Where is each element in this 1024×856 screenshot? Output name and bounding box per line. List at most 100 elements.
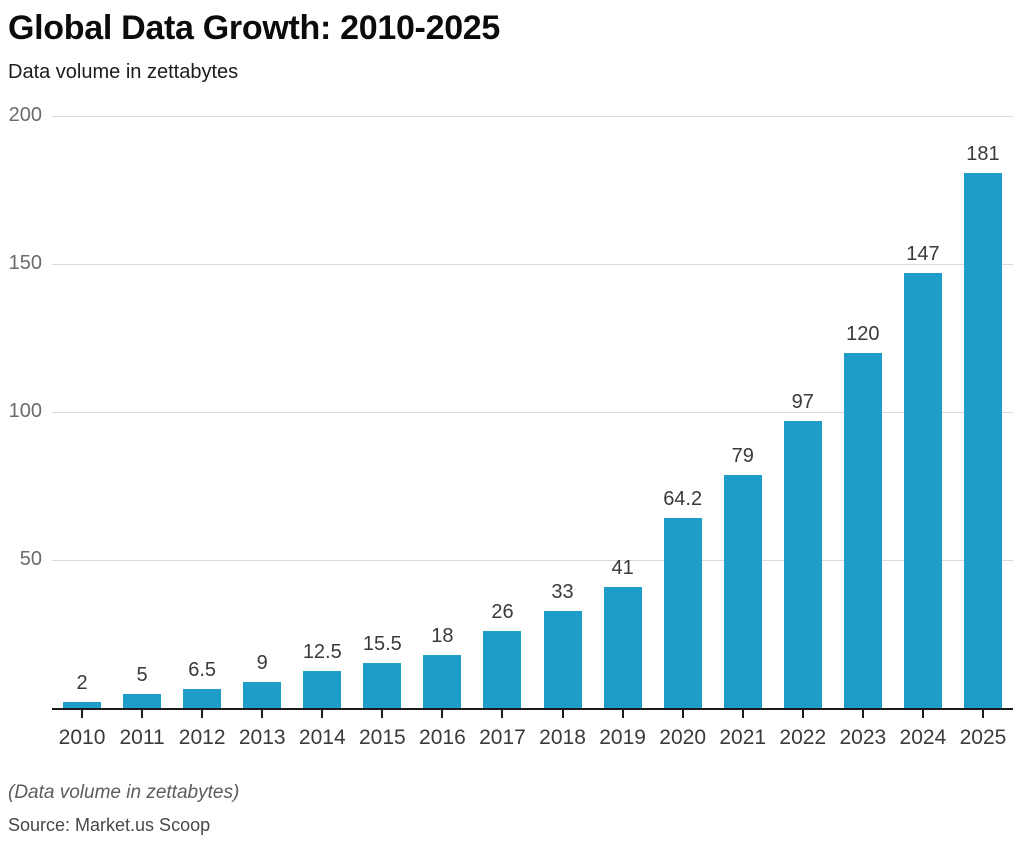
- x-tick-label: 2021: [719, 726, 767, 750]
- gridline-50: [52, 560, 1013, 562]
- x-tick-2012: 2012: [172, 710, 232, 750]
- gridline-150: [52, 264, 1013, 266]
- x-tick-label: 2024: [899, 726, 947, 750]
- x-tick-2023: 2023: [833, 710, 893, 750]
- x-tick-2022: 2022: [773, 710, 833, 750]
- bar-group-2025: 181: [953, 116, 1013, 709]
- gridline-200: [52, 116, 1013, 118]
- bar: [363, 662, 402, 709]
- bar: [963, 172, 1002, 709]
- chart-subtitle: Data volume in zettabytes: [8, 61, 239, 84]
- plot-area: 50 100 150 200 2 5 6.5 9 12.5 15.5 18 26 33 41 64.2 79 9…: [9, 104, 1013, 711]
- bar-group-2011: 5: [112, 116, 172, 709]
- bar-value-label: 12.5: [302, 641, 342, 664]
- x-tick-mark: [621, 710, 624, 719]
- x-tick-label: 2013: [238, 726, 286, 750]
- bar-value-label: 9: [256, 651, 268, 674]
- bar: [243, 681, 282, 709]
- bar-group-2016: 18: [412, 116, 472, 709]
- x-tick-mark: [501, 710, 504, 719]
- bar-group-2022: 97: [773, 116, 833, 709]
- bar-value-label: 147: [906, 243, 940, 266]
- chart-footnote: (Data volume in zettabytes): [8, 782, 240, 804]
- x-tick-2017: 2017: [472, 710, 532, 750]
- y-tick-label-100: 100: [8, 400, 42, 423]
- bar-value-label: 5: [136, 663, 148, 686]
- bar-value-label: 41: [611, 557, 634, 580]
- x-tick-2024: 2024: [893, 710, 953, 750]
- y-tick-label-50: 50: [19, 548, 42, 571]
- bar: [903, 273, 942, 709]
- bar: [63, 702, 102, 709]
- x-tick-mark: [561, 710, 564, 719]
- x-tick-mark: [381, 710, 384, 719]
- bar-group-2017: 26: [472, 116, 532, 709]
- bar-group-2015: 15.5: [352, 116, 412, 709]
- x-tick-label: 2010: [58, 726, 106, 750]
- x-tick-label: 2012: [178, 726, 226, 750]
- x-tick-label: 2022: [779, 726, 827, 750]
- x-tick-mark: [801, 710, 804, 719]
- x-tick-2014: 2014: [292, 710, 352, 750]
- bar-value-label: 120: [846, 323, 880, 346]
- x-tick-2018: 2018: [533, 710, 593, 750]
- bar-value-label: 6.5: [188, 659, 217, 682]
- x-tick-2011: 2011: [112, 710, 172, 750]
- x-tick-label: 2020: [659, 726, 707, 750]
- bar-value-label: 181: [966, 142, 1000, 165]
- bar-value-label: 18: [431, 625, 454, 648]
- bar-value-label: 33: [551, 580, 574, 603]
- bar: [123, 693, 162, 709]
- chart-source: Source: Market.us Scoop: [8, 815, 211, 836]
- x-tick-2015: 2015: [352, 710, 412, 750]
- x-tick-label: 2017: [479, 726, 526, 750]
- x-tick-mark: [681, 710, 684, 719]
- x-tick-label: 2023: [839, 726, 887, 750]
- bar-value-label: 64.2: [663, 488, 703, 511]
- x-tick-2010: 2010: [52, 710, 112, 750]
- bar: [303, 671, 342, 709]
- x-tick-mark: [741, 710, 744, 719]
- chart-title: Global Data Growth: 2010-2025: [8, 9, 501, 47]
- x-tick-2021: 2021: [713, 710, 773, 750]
- bar-group-2014: 12.5: [292, 116, 352, 709]
- x-tick-2019: 2019: [593, 710, 653, 750]
- x-tick-mark: [81, 710, 84, 719]
- x-tick-mark: [261, 710, 264, 719]
- x-tick-label: 2011: [119, 726, 165, 750]
- bar: [483, 631, 522, 709]
- y-tick-label-200: 200: [8, 104, 42, 127]
- bars-layer: 2 5 6.5 9 12.5 15.5 18 26 33 41 64.2 79 97 120 147 181: [52, 116, 1013, 709]
- bar-chart: 50 100 150 200 2 5 6.5 9 12.5 15.5 18 26 33 41 64.2 79 9…: [9, 104, 1013, 750]
- bar-group-2019: 41: [593, 116, 653, 709]
- x-tick-2025: 2025: [953, 710, 1013, 750]
- x-tick-mark: [141, 710, 144, 719]
- x-tick-label: 2019: [599, 726, 646, 750]
- y-tick-label-150: 150: [8, 252, 42, 275]
- bar-group-2023: 120: [833, 116, 893, 709]
- bar-group-2021: 79: [713, 116, 773, 709]
- bar-value-label: 2: [76, 672, 88, 695]
- bar-group-2012: 6.5: [172, 116, 232, 709]
- bar-group-2013: 9: [232, 116, 292, 709]
- x-tick-2013: 2013: [232, 710, 292, 750]
- x-tick-mark: [321, 710, 324, 719]
- x-tick-mark: [201, 710, 204, 719]
- bar-value-label: 97: [791, 391, 814, 414]
- bar: [663, 518, 702, 709]
- x-tick-2016: 2016: [412, 710, 472, 750]
- bar-group-2024: 147: [893, 116, 953, 709]
- bar: [543, 610, 582, 709]
- bar-group-2020: 64.2: [653, 116, 713, 709]
- x-tick-label: 2015: [358, 726, 406, 750]
- bar: [603, 587, 642, 709]
- x-tick-label: 2025: [959, 726, 1007, 750]
- bar-value-label: 79: [731, 444, 754, 467]
- x-tick-2020: 2020: [653, 710, 713, 750]
- bar: [723, 474, 762, 709]
- x-tick-mark: [441, 710, 444, 719]
- bar-value-label: 26: [491, 601, 514, 624]
- bar-group-2010: 2: [52, 116, 112, 709]
- x-tick-mark: [861, 710, 864, 719]
